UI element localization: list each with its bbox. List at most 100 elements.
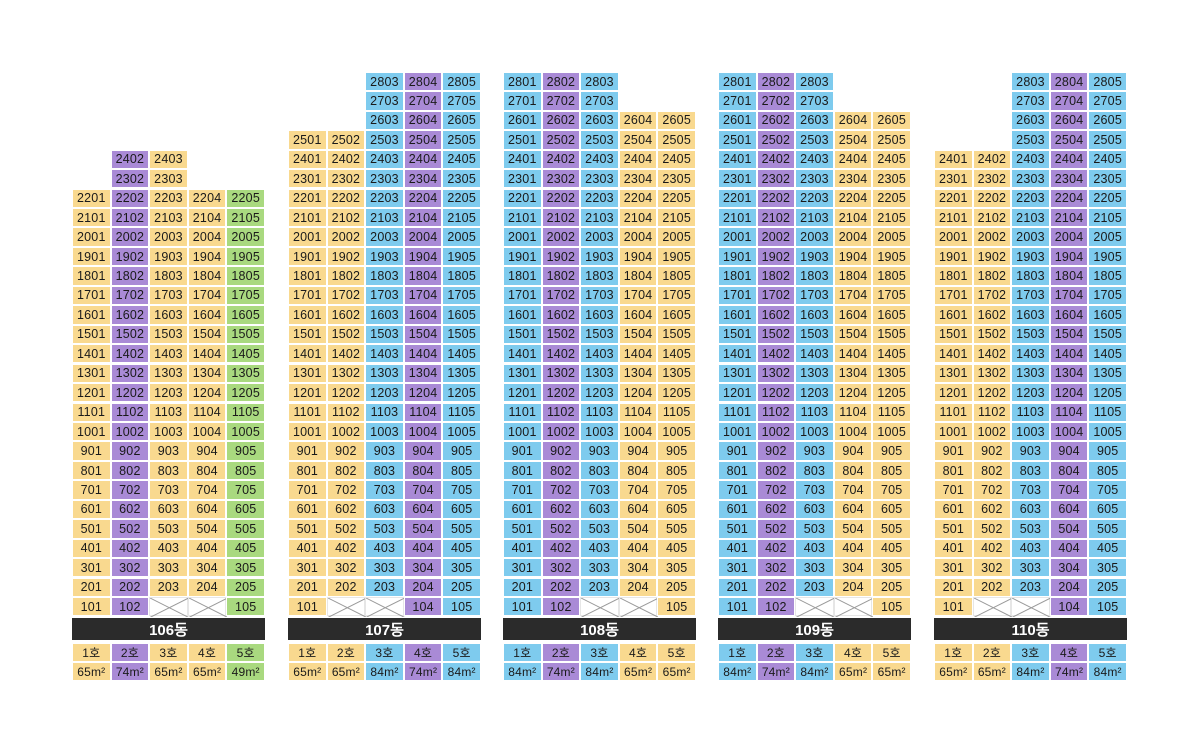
unit-cell: 2403 [795, 149, 834, 170]
unit-cell: 1201 [288, 383, 327, 403]
unit-cell: 902 [756, 441, 796, 461]
unit-cell: 2504 [833, 130, 873, 150]
unit-cell: 2104 [187, 208, 227, 228]
unit-cell: 205 [226, 577, 265, 597]
unit-cell: 401 [288, 538, 327, 558]
unit-cell: 602 [972, 499, 1012, 520]
unit-cell: 905 [1088, 441, 1127, 461]
line-label: 3호 [795, 643, 834, 662]
unit-cell: 1802 [541, 266, 581, 286]
unit-cell: 505 [442, 519, 481, 539]
unit-cell: 1101 [718, 402, 757, 422]
unit-cell: 2603 [580, 110, 619, 131]
unit-cell: 302 [972, 558, 1012, 578]
unit-cell: 702 [972, 480, 1012, 500]
line-area: 65m² [833, 662, 873, 681]
unit-cell: 402 [110, 538, 150, 558]
unit-cell: 1505 [1088, 324, 1127, 345]
unit-cell: 2803 [795, 71, 834, 92]
line-area: 84m² [503, 662, 542, 681]
unit-cell: 1201 [72, 383, 111, 403]
unit-cell: 904 [833, 441, 873, 461]
unit-cell: 101 [934, 597, 973, 617]
unit-cell: 2104 [403, 208, 443, 228]
unit-cell: 1101 [934, 402, 973, 422]
unit-cell: 802 [110, 460, 150, 481]
unit-cell: 2203 [149, 188, 188, 208]
unit-cell: 1902 [541, 246, 581, 267]
unit-cell: 603 [795, 499, 834, 520]
unit-cell: 801 [72, 460, 111, 481]
unit-cell: 703 [149, 480, 188, 500]
unit-cell: 402 [326, 538, 366, 558]
unit-cell: 2004 [1049, 227, 1089, 247]
unit-cell: 1603 [1011, 305, 1050, 325]
unit-cell: 2402 [756, 149, 796, 170]
unit-cell: 605 [872, 499, 911, 520]
unit-cell: 2003 [149, 227, 188, 247]
unit-cell: 2302 [756, 169, 796, 189]
empty-unit-cell [618, 597, 659, 618]
unit-cell: 1004 [618, 422, 658, 442]
unit-cell: 2501 [718, 130, 757, 150]
unit-cell: 1602 [541, 305, 581, 325]
line-area: 84m² [1088, 662, 1127, 681]
unit-cell: 204 [833, 577, 873, 597]
unit-cell: 1004 [1049, 422, 1089, 442]
unit-cell: 2504 [1049, 130, 1089, 150]
unit-cell: 2202 [110, 188, 150, 208]
unit-cell: 1704 [187, 285, 227, 306]
unit-cell: 201 [503, 577, 542, 597]
unit-cell: 2102 [972, 208, 1012, 228]
building-name-bar: 108동 [503, 618, 696, 640]
unit-cell: 2603 [365, 110, 404, 131]
unit-cell: 303 [1011, 558, 1050, 578]
unit-cell: 303 [365, 558, 404, 578]
unit-cell: 2305 [872, 169, 911, 189]
unit-cell: 2401 [934, 149, 973, 170]
unit-cell: 2503 [365, 130, 404, 150]
unit-cell: 2303 [365, 169, 404, 189]
unit-cell: 1003 [365, 422, 404, 442]
unit-cell: 405 [226, 538, 265, 558]
unit-cell: 2302 [541, 169, 581, 189]
unit-cell: 1902 [110, 246, 150, 267]
unit-cell: 2005 [657, 227, 696, 247]
unit-cell: 1402 [110, 344, 150, 364]
unit-cell: 1201 [718, 383, 757, 403]
empty-unit-cell [1011, 597, 1051, 618]
unit-cell: 604 [187, 499, 227, 520]
unit-cell: 1205 [442, 383, 481, 403]
unit-cell: 1303 [149, 363, 188, 383]
unit-cell: 904 [618, 441, 658, 461]
unit-cell: 802 [972, 460, 1012, 481]
unit-cell: 1805 [872, 266, 911, 286]
line-label: 5호 [226, 643, 265, 662]
unit-cell: 404 [618, 538, 658, 558]
unit-cell: 703 [795, 480, 834, 500]
unit-cell: 1805 [1088, 266, 1127, 286]
line-label: 4호 [403, 643, 443, 662]
unit-cell: 1405 [442, 344, 481, 364]
unit-cell: 2703 [580, 91, 619, 111]
unit-cell: 1704 [833, 285, 873, 306]
unit-cell: 2804 [1049, 71, 1089, 92]
unit-cell: 801 [934, 460, 973, 481]
unit-cell: 802 [756, 460, 796, 481]
unit-cell: 202 [110, 577, 150, 597]
unit-cell: 304 [187, 558, 227, 578]
unit-cell: 1302 [972, 363, 1012, 383]
unit-cell: 2203 [580, 188, 619, 208]
line-label: 1호 [934, 643, 973, 662]
unit-cell: 2005 [872, 227, 911, 247]
unit-cell: 2005 [1088, 227, 1127, 247]
unit-cell: 2604 [618, 110, 658, 131]
unit-cell: 801 [288, 460, 327, 481]
unit-cell: 505 [226, 519, 265, 539]
unit-cell: 704 [1049, 480, 1089, 500]
unit-cell: 101 [288, 597, 327, 617]
unit-cell: 604 [1049, 499, 1089, 520]
unit-cell: 1002 [110, 422, 150, 442]
unit-cell: 2404 [403, 149, 443, 170]
unit-cell: 2605 [657, 110, 696, 131]
